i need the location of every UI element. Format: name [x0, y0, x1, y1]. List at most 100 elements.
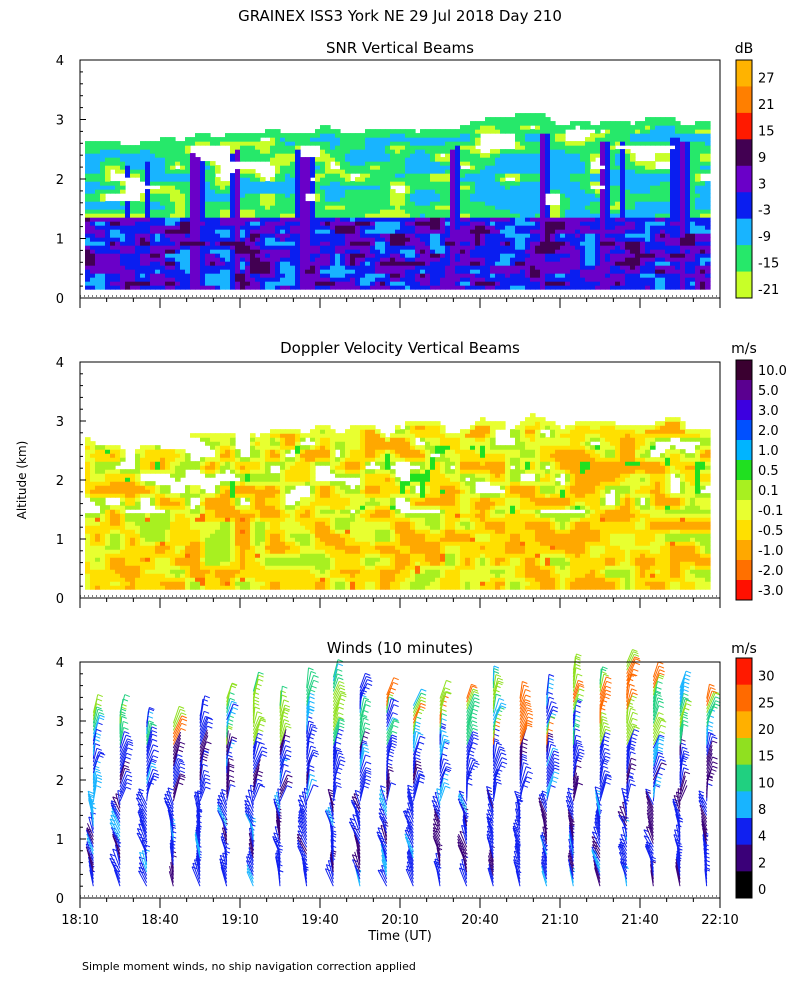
snr-cell — [620, 253, 626, 258]
snr-cell — [330, 285, 336, 290]
snr-cell — [220, 233, 226, 238]
snr-cell — [460, 145, 466, 150]
snr-cell — [605, 285, 611, 290]
snr-cell — [540, 189, 546, 194]
y-axis-label: Altitude (km) — [15, 441, 29, 520]
snr-cell — [660, 225, 666, 230]
snr-cell — [270, 269, 276, 274]
snr-cell — [500, 281, 506, 286]
snr-cell — [500, 185, 506, 190]
doppler-cell — [85, 525, 91, 530]
snr-cell — [180, 149, 186, 154]
snr-cell — [520, 213, 526, 218]
snr-cell — [640, 197, 646, 202]
snr-cell — [215, 237, 221, 242]
snr-cell — [580, 161, 586, 166]
snr-cell — [180, 285, 186, 290]
snr-cell — [370, 141, 376, 146]
snr-cell — [295, 265, 301, 270]
snr-cell — [380, 189, 386, 194]
snr-cell — [375, 249, 381, 254]
snr-cell — [675, 161, 681, 166]
snr-cell — [380, 229, 386, 234]
snr-cell — [345, 257, 351, 262]
snr-cell — [155, 201, 161, 206]
snr-cell — [220, 197, 226, 202]
snr-cell — [650, 129, 656, 134]
snr-cell — [640, 221, 646, 226]
snr-cell — [600, 145, 606, 150]
snr-cell — [680, 129, 686, 134]
snr-cell — [625, 129, 631, 134]
snr-cell — [345, 169, 351, 174]
snr-cell — [110, 277, 116, 282]
snr-cell — [665, 249, 671, 254]
snr-cell — [330, 213, 336, 218]
snr-cell — [315, 277, 321, 282]
snr-cell — [365, 189, 371, 194]
snr-cell — [595, 273, 601, 278]
snr-cell — [560, 153, 566, 158]
snr-cell — [490, 201, 496, 206]
snr-cell — [385, 221, 391, 226]
snr-cell — [440, 229, 446, 234]
snr-cell — [620, 249, 626, 254]
snr-cell — [285, 285, 291, 290]
snr-cell — [320, 125, 326, 130]
snr-cell — [355, 189, 361, 194]
snr-cell — [330, 157, 336, 162]
snr-cell — [480, 233, 486, 238]
snr-cell — [615, 189, 621, 194]
snr-cell — [515, 233, 521, 238]
snr-cell — [175, 201, 181, 206]
snr-cell — [430, 217, 436, 222]
snr-cell — [215, 245, 221, 250]
snr-cell — [185, 209, 191, 214]
snr-cell — [660, 285, 666, 290]
snr-cell — [145, 221, 151, 226]
snr-cell — [375, 161, 381, 166]
snr-cell — [325, 273, 331, 278]
snr-cell — [545, 253, 551, 258]
snr-cell — [595, 141, 601, 146]
snr-cell — [270, 129, 276, 134]
snr-cell — [405, 205, 411, 210]
snr-cell — [460, 265, 466, 270]
snr-cell — [570, 269, 576, 274]
snr-cell — [150, 277, 156, 282]
snr-cell — [230, 153, 236, 158]
snr-cell — [585, 225, 591, 230]
snr-cell — [260, 217, 266, 222]
snr-cell — [280, 269, 286, 274]
snr-cell — [370, 217, 376, 222]
snr-cell — [485, 281, 491, 286]
snr-cell — [660, 129, 666, 134]
snr-cell — [430, 185, 436, 190]
snr-cell — [440, 193, 446, 198]
snr-cell — [280, 197, 286, 202]
snr-cell — [360, 133, 366, 138]
snr-cell — [195, 277, 201, 282]
snr-cell — [570, 281, 576, 286]
snr-cell — [250, 281, 256, 286]
snr-cell — [250, 181, 256, 186]
snr-cell — [665, 221, 671, 226]
snr-cell — [640, 173, 646, 178]
snr-cell — [550, 217, 556, 222]
snr-cell — [240, 285, 246, 290]
snr-cell — [335, 197, 341, 202]
snr-cell — [435, 285, 441, 290]
snr-cell — [195, 237, 201, 242]
snr-cell — [405, 273, 411, 278]
snr-cell — [400, 161, 406, 166]
snr-cell — [590, 173, 596, 178]
snr-cell — [295, 233, 301, 238]
doppler-cell — [90, 565, 96, 570]
snr-cell — [440, 269, 446, 274]
snr-cell — [540, 249, 546, 254]
snr-cell — [325, 165, 331, 170]
snr-cell — [180, 197, 186, 202]
snr-cell — [485, 205, 491, 210]
snr-cell — [205, 221, 211, 226]
snr-cell — [365, 177, 371, 182]
